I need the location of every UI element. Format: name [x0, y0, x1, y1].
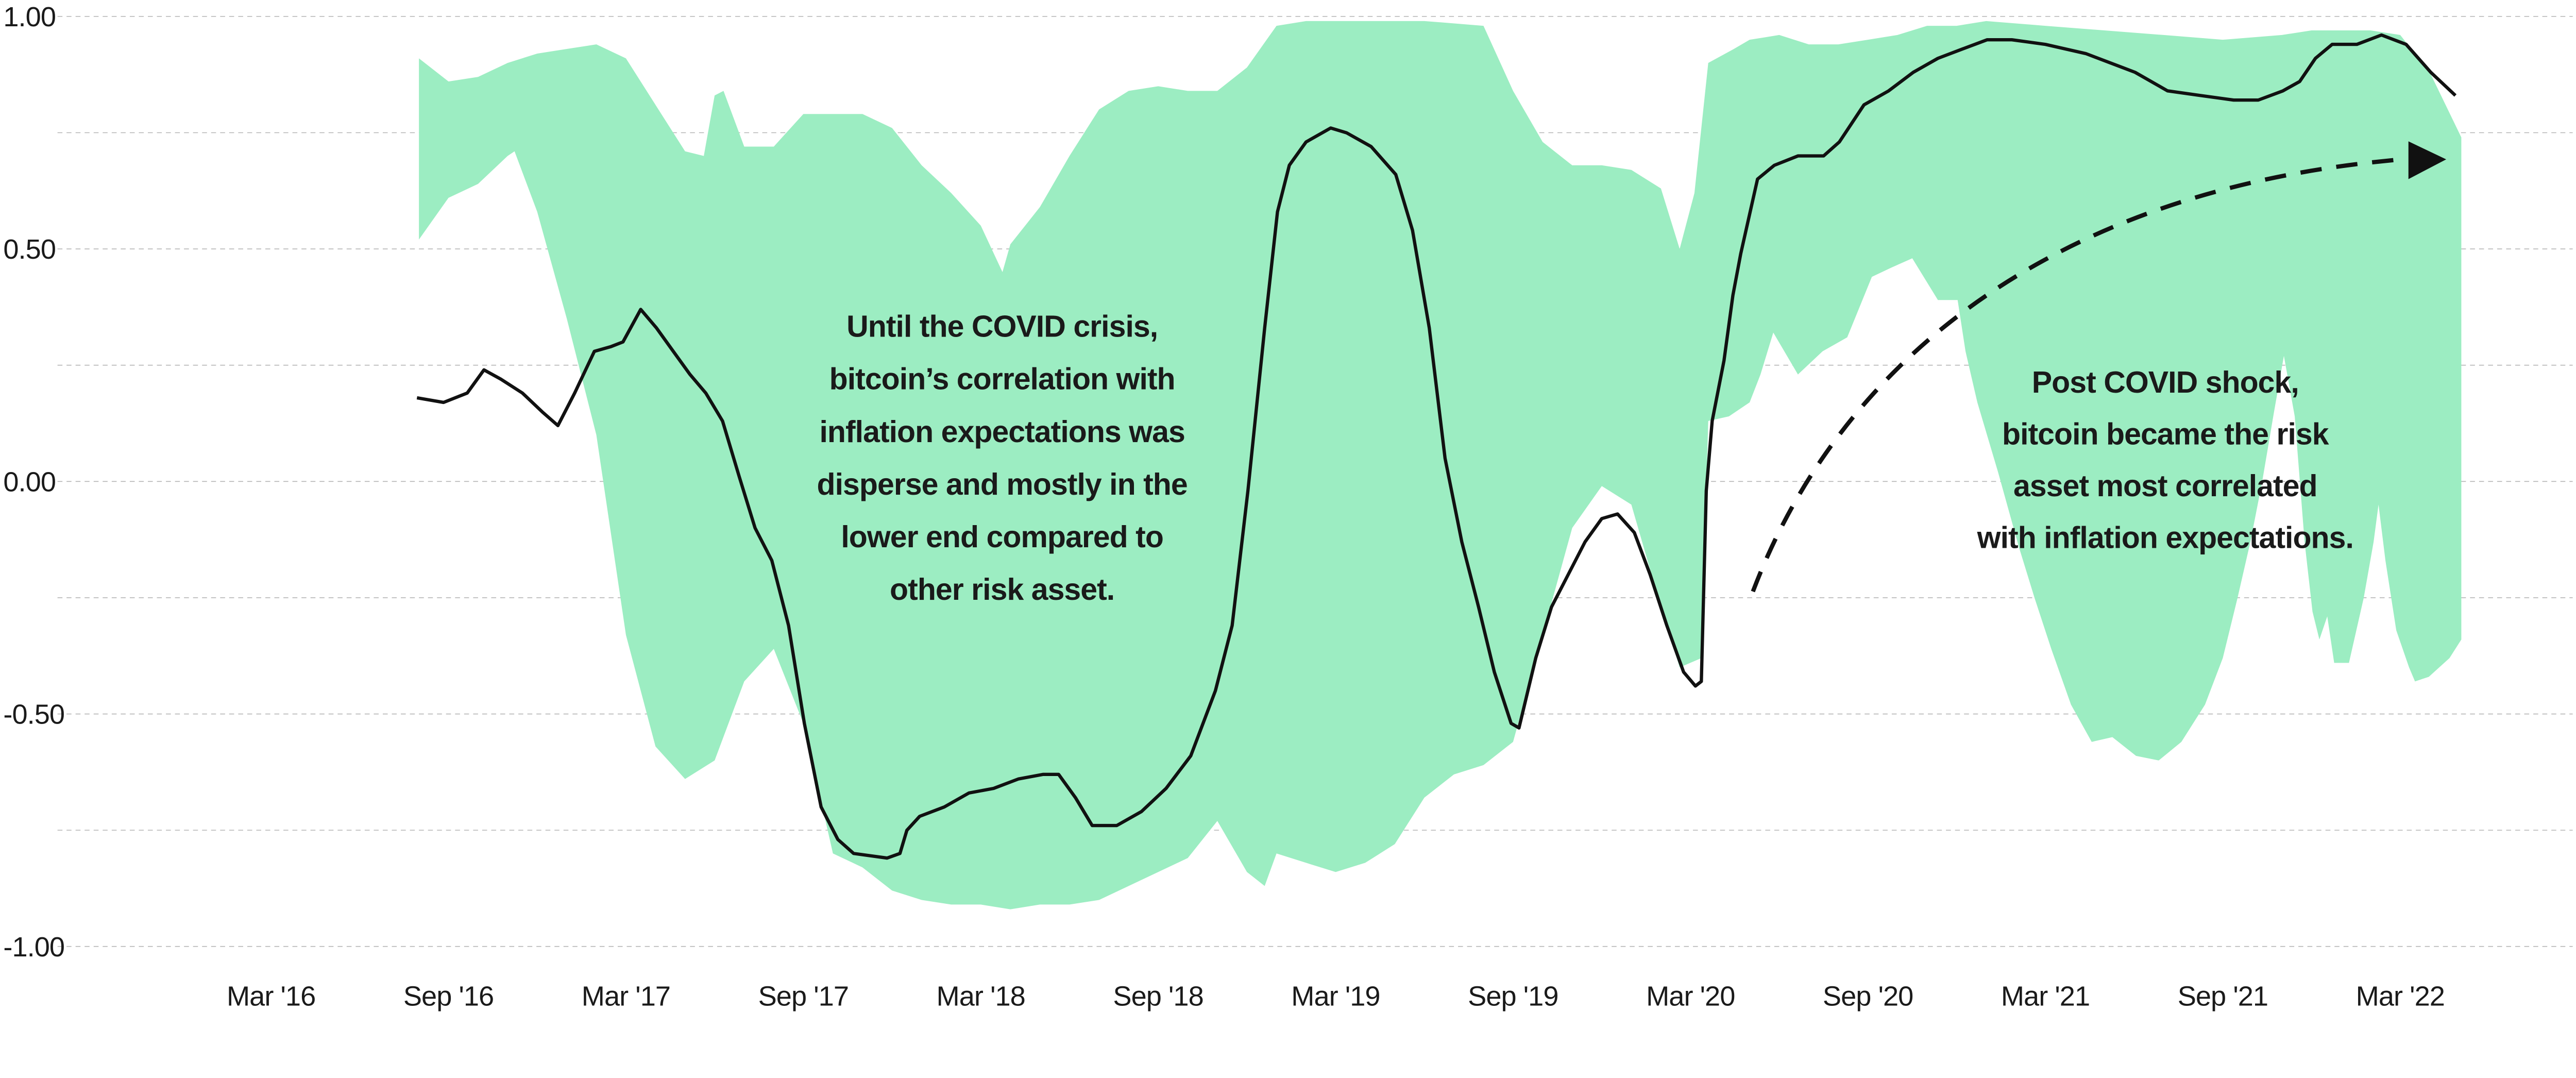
- y-axis-ticks: 1.00 0.50 0.00 -0.50 -1.00: [3, 2, 65, 963]
- y-tick-label: -1.00: [3, 932, 64, 963]
- correlation-range-band: [419, 21, 2462, 909]
- x-tick-label: Sep '19: [1468, 981, 1558, 1012]
- annotation-line: Until the COVID crisis,: [846, 310, 1158, 344]
- chart-container: 1.00 0.50 0.00 -0.50 -1.00 Mar '16 Sep '16 Mar…: [3, 2, 2573, 1012]
- x-tick-label: Mar '21: [2001, 981, 2090, 1012]
- correlation-chart: 1.000.500.00-0.50-1.00 Mar '16 Sep '16 Mar…: [3, 2, 2573, 1012]
- x-tick-label: Sep '17: [758, 981, 849, 1012]
- x-tick-label: Sep '20: [1823, 981, 1913, 1012]
- dashed-arrow-path: [1751, 157, 2402, 593]
- arrowhead-icon: [2408, 141, 2447, 179]
- annotation-line: lower end compared to: [841, 520, 1163, 554]
- trend-arrow: [1751, 141, 2447, 593]
- annotation-text-2: Post COVID shock, bitcoin became the risk…: [1977, 365, 2354, 554]
- annotations: Until the COVID crisis, bitcoin’s correla…: [817, 310, 2354, 607]
- x-tick-label: Sep '18: [1113, 981, 1203, 1012]
- y-tick-label: 0.50: [3, 234, 56, 265]
- x-axis-ticks: Mar '16 Sep '16 Mar '17 Sep '17 Mar '18 Sep '…: [227, 981, 2445, 1012]
- y-tick-label: 0.00: [3, 466, 56, 497]
- annotation-line: Post COVID shock,: [2032, 365, 2299, 399]
- x-tick-label: Mar '20: [1646, 981, 1735, 1012]
- x-tick-label: Mar '19: [1291, 981, 1380, 1012]
- annotation-line: bitcoin became the risk: [2002, 417, 2329, 451]
- x-tick-label: Mar '16: [227, 981, 315, 1012]
- y-tick-label: -0.50: [3, 699, 64, 730]
- x-tick-label: Mar '18: [937, 981, 1025, 1012]
- risk-asset-correlation-range: [419, 21, 2462, 909]
- annotation-line: inflation expectations was: [819, 415, 1184, 449]
- x-tick-label: Sep '21: [2178, 981, 2268, 1012]
- y-tick-label: 1.00: [3, 2, 56, 32]
- bitcoin-correlation-line: [416, 33, 2457, 860]
- x-tick-label: Mar '17: [582, 981, 670, 1012]
- annotation-line: other risk asset.: [890, 572, 1114, 607]
- annotation-line: disperse and mostly in the: [817, 467, 1188, 501]
- bitcoin-correlation-series: [416, 33, 2457, 860]
- x-tick-label: Sep '16: [403, 981, 494, 1012]
- annotation-text-1: Until the COVID crisis, bitcoin’s correla…: [817, 310, 1188, 607]
- annotation-line: asset most correlated: [2013, 469, 2317, 503]
- x-tick-label: Mar '22: [2356, 981, 2445, 1012]
- annotation-line: with inflation expectations.: [1977, 520, 2353, 554]
- annotation-line: bitcoin’s correlation with: [829, 362, 1175, 396]
